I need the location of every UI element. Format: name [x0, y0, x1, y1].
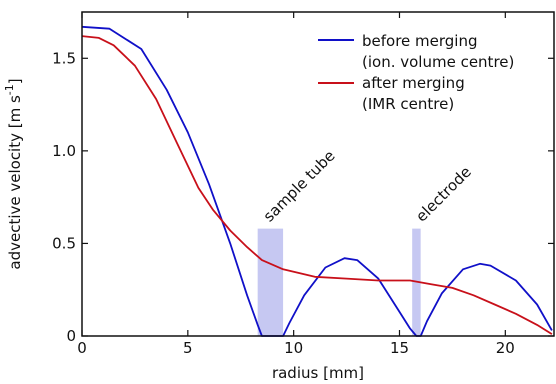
x-tick-label: 10	[284, 339, 303, 357]
annotation-electrode: electrode	[412, 163, 475, 226]
x-axis-label: radius [mm]	[272, 364, 364, 382]
regions-group	[257, 228, 421, 336]
plot-frame	[81, 11, 555, 337]
ticks-group: 0 5 10 15 20 0 0.5 1.0 1.5	[52, 12, 554, 357]
x-tick-label: 0	[77, 339, 87, 357]
y-axis-label-exponent: -1	[3, 84, 16, 95]
y-tick-label: 1.0	[52, 142, 76, 160]
legend-label-before-merging: before merging	[362, 32, 478, 50]
x-tick-label: 15	[390, 339, 409, 357]
y-axis-label-main: advective velocity [m s	[6, 95, 24, 270]
legend-label-after-merging: after merging	[362, 74, 465, 92]
legend-label-after-merging-detail: (IMR centre)	[362, 95, 454, 113]
annotation-sample-tube: sample tube	[260, 147, 339, 226]
x-tick-label: 20	[496, 339, 515, 357]
series-group	[81, 25, 553, 337]
x-tick-label: 5	[183, 339, 193, 357]
region-sample-tube	[257, 228, 284, 336]
y-tick-label: 1.5	[52, 49, 76, 67]
y-tick-label: 0.5	[52, 234, 76, 252]
series-line-before-merging	[81, 25, 553, 337]
series-line-after-merging	[81, 35, 553, 335]
y-axis-label: advective velocity [m s-1]	[3, 78, 24, 269]
y-tick-label: 0	[66, 327, 76, 345]
legend: before merging (ion. volume centre) afte…	[318, 32, 514, 113]
y-axis-label-bracket: ]	[6, 78, 24, 84]
legend-label-before-merging-detail: (ion. volume centre)	[362, 53, 514, 71]
